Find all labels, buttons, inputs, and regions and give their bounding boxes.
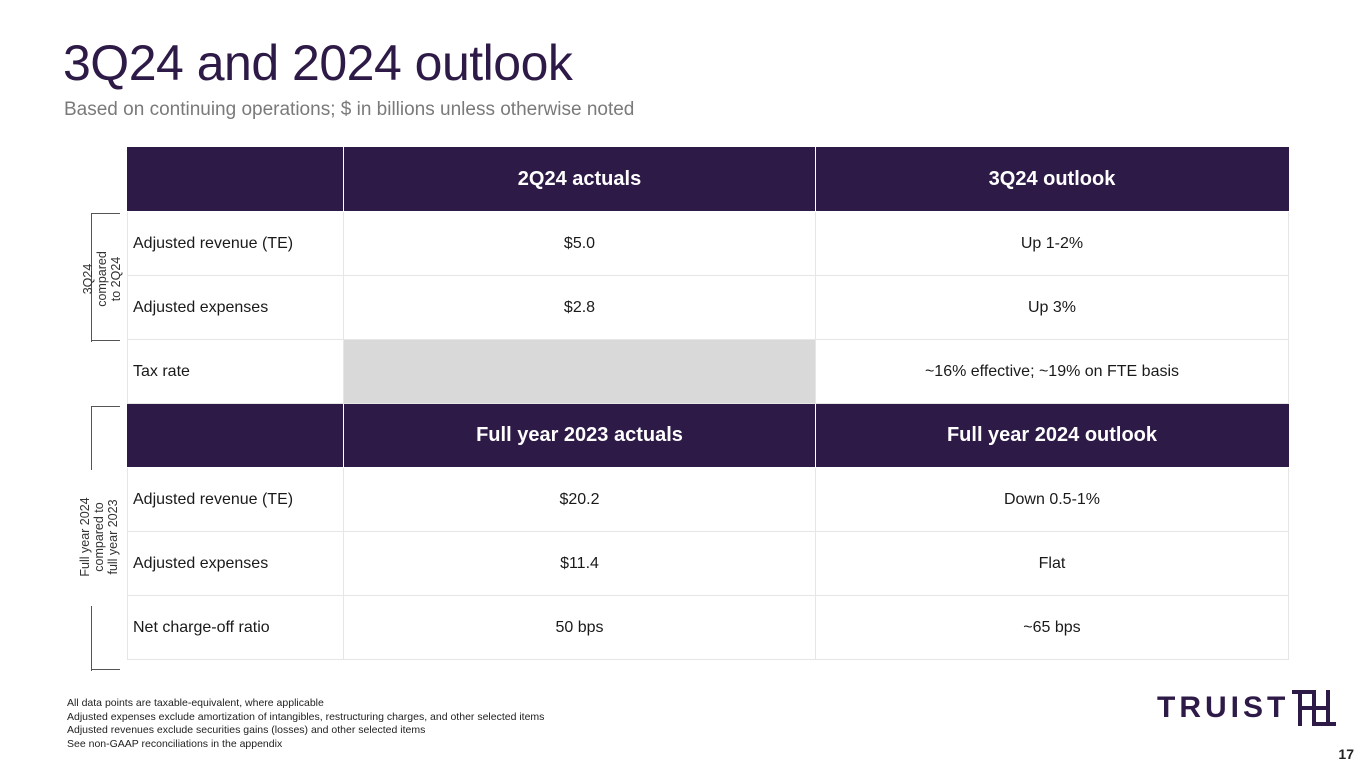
row-label: Tax rate — [127, 339, 344, 404]
outlook-value: Down 0.5-1% — [815, 467, 1289, 532]
table-row: Adjusted revenue (TE) $5.0 Up 1-2% — [127, 211, 1289, 276]
table-row: Net charge-off ratio 50 bps ~65 bps — [127, 595, 1289, 660]
table-row: Adjusted expenses $2.8 Up 3% — [127, 275, 1289, 340]
table-row: Tax rate ~16% effective; ~19% on FTE bas… — [127, 339, 1289, 404]
actual-value: $20.2 — [343, 467, 816, 532]
actual-value: $5.0 — [343, 211, 816, 276]
section1-side-label: 3Q24 compared to 2Q24 — [81, 251, 123, 307]
actual-value: $2.8 — [343, 275, 816, 340]
row-label: Adjusted revenue (TE) — [127, 211, 344, 276]
table-row: Adjusted expenses $11.4 Flat — [127, 531, 1289, 596]
outlook-value: ~65 bps — [815, 595, 1289, 660]
footnote: Adjusted revenues exclude securities gai… — [67, 724, 426, 736]
header-blank-cell — [127, 403, 344, 468]
outlook-value: ~16% effective; ~19% on FTE basis — [815, 339, 1289, 404]
footnote: All data points are taxable-equivalent, … — [67, 697, 324, 709]
page-title: 3Q24 and 2024 outlook — [63, 35, 573, 91]
section2-bracket-top — [91, 406, 120, 470]
section1-bracket — [91, 213, 120, 342]
table-row: Adjusted revenue (TE) $20.2 Down 0.5-1% — [127, 467, 1289, 532]
header-fy2023-actuals: Full year 2023 actuals — [343, 403, 816, 468]
logo-wordmark: TRUIST — [1157, 691, 1290, 724]
section2-bracket-bottom — [91, 606, 120, 671]
header-blank-cell — [127, 147, 344, 212]
truist-th-logo-icon — [1292, 690, 1337, 726]
page-subtitle: Based on continuing operations; $ in bil… — [64, 99, 635, 120]
actual-value-shaded — [343, 339, 816, 404]
outlook-table: 2Q24 actuals 3Q24 outlook Adjusted reven… — [127, 147, 1289, 660]
section1-header-row: 2Q24 actuals 3Q24 outlook — [127, 147, 1289, 212]
section2-side-label: Full year 2024 compared to full year 202… — [78, 497, 120, 577]
actual-value: $11.4 — [343, 531, 816, 596]
row-label: Adjusted revenue (TE) — [127, 467, 344, 532]
page-number: 17 — [1338, 746, 1354, 762]
outlook-value: Up 1-2% — [815, 211, 1289, 276]
header-3q24-outlook: 3Q24 outlook — [815, 147, 1289, 212]
actual-value: 50 bps — [343, 595, 816, 660]
row-label: Net charge-off ratio — [127, 595, 344, 660]
header-fy2024-outlook: Full year 2024 outlook — [815, 403, 1289, 468]
row-label: Adjusted expenses — [127, 275, 344, 340]
row-label: Adjusted expenses — [127, 531, 344, 596]
outlook-value: Up 3% — [815, 275, 1289, 340]
header-2q24-actuals: 2Q24 actuals — [343, 147, 816, 212]
truist-logo: TRUIST — [1157, 688, 1341, 728]
outlook-value: Flat — [815, 531, 1289, 596]
footnotes: All data points are taxable-equivalent, … — [67, 697, 544, 751]
footnote: See non-GAAP reconciliations in the appe… — [67, 737, 283, 750]
section2-header-row: Full year 2023 actuals Full year 2024 ou… — [127, 403, 1289, 468]
footnote: Adjusted expenses exclude amortization o… — [67, 710, 545, 723]
